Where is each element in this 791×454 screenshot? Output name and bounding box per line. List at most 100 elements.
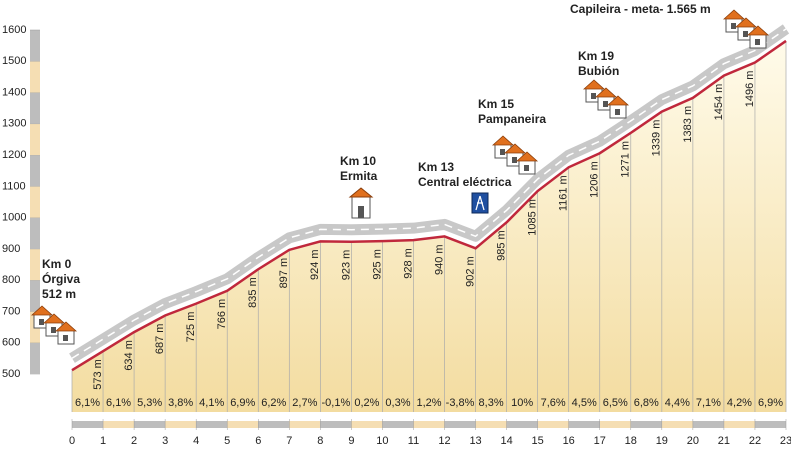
elevation-label: 928 m (402, 248, 414, 279)
y-tick-label: 800 (2, 274, 20, 286)
x-tick-label: 16 (563, 435, 575, 447)
y-tick-label: 1600 (2, 24, 26, 36)
house-roof (606, 95, 630, 106)
annotation-text: Km 0 (42, 257, 72, 271)
elevation-label: 902 m (464, 256, 476, 287)
y-tick-label: 1100 (2, 180, 26, 192)
house-roof (515, 151, 539, 162)
grade-label: 7,6% (541, 397, 566, 409)
y-axis-band (30, 155, 40, 187)
chapel-door (358, 206, 364, 218)
x-tick-label: 3 (162, 435, 168, 447)
annotation-text: Capileira - meta- 1.565 m (570, 2, 711, 16)
elevation-label: 923 m (340, 250, 352, 281)
y-tick-label: 1200 (2, 149, 26, 161)
y-axis-band (30, 280, 40, 312)
x-tick-label: 15 (532, 435, 544, 447)
house-window (500, 149, 505, 155)
elevation-label: 1271 m (620, 141, 632, 178)
annotation-text: Bubión (578, 64, 619, 78)
x-axis-band (165, 421, 197, 428)
x-axis-band (475, 421, 507, 428)
house-roof (54, 321, 78, 332)
x-tick-label: 17 (594, 435, 606, 447)
grade-label: 6,2% (261, 397, 286, 409)
house-window (524, 165, 529, 171)
grade-label: 7,1% (696, 397, 721, 409)
x-tick-label: 11 (408, 435, 419, 447)
y-axis-band (30, 61, 40, 93)
house-roof (503, 143, 527, 154)
house-window (512, 157, 517, 163)
grade-label: 4,4% (665, 397, 690, 409)
x-tick-label: 19 (656, 435, 668, 447)
x-tick-label: 13 (469, 435, 481, 447)
grade-label: 4,2% (727, 397, 752, 409)
house-window (39, 319, 44, 325)
y-axis-band (30, 123, 40, 156)
elevation-label: 940 m (433, 244, 445, 275)
x-axis-band (134, 421, 166, 428)
grade-label: 6,9% (758, 397, 783, 409)
elevation-label: 1085 m (527, 199, 539, 236)
x-tick-label: 23 (780, 435, 791, 447)
x-axis-band (289, 421, 321, 428)
x-axis-band (320, 421, 352, 428)
x-tick-label: 8 (317, 435, 323, 447)
y-tick-label: 900 (2, 243, 20, 255)
house-roof (582, 79, 606, 90)
x-axis-band (568, 421, 600, 428)
annotation-text: Km 10 (340, 154, 376, 168)
house-window (743, 31, 748, 37)
grade-label: 2,7% (292, 397, 317, 409)
elevation-label: 573 m (92, 359, 104, 390)
annotation-text: Km 13 (418, 160, 454, 174)
x-axis-band (227, 421, 259, 428)
x-axis-band (692, 421, 724, 428)
grade-label: 6,5% (603, 397, 628, 409)
grade-label: 6,9% (230, 397, 255, 409)
village-icon (722, 9, 770, 49)
x-axis-band (599, 421, 631, 428)
elevation-label: 835 m (247, 277, 259, 308)
x-axis-band (413, 421, 445, 428)
elevation-label: 766 m (216, 299, 228, 330)
house-roof (746, 25, 770, 36)
elevation-label: 1206 m (589, 161, 601, 198)
annotation-text: Km 15 (478, 97, 514, 111)
x-tick-label: 0 (69, 435, 75, 447)
annotation-text: Órgiva (42, 271, 80, 286)
annotation-text: Ermita (340, 169, 378, 183)
grade-label: 6,1% (75, 397, 100, 409)
elevation-label: 725 m (185, 312, 197, 343)
house-window (63, 335, 68, 341)
x-tick-label: 14 (500, 435, 512, 447)
x-tick-label: 1 (100, 435, 106, 447)
x-tick-label: 10 (376, 435, 388, 447)
y-axis-band (30, 30, 40, 62)
elevation-line (71, 39, 787, 372)
y-axis-band (30, 186, 40, 218)
x-tick-label: 6 (255, 435, 261, 447)
x-axis-band (258, 421, 290, 428)
y-tick-label: 500 (2, 368, 20, 380)
y-tick-label: 1000 (2, 212, 26, 224)
house-roof (42, 313, 66, 324)
grade-label: 5,3% (137, 397, 162, 409)
village-icon (491, 135, 539, 175)
elevation-label: 1454 m (713, 84, 725, 121)
elevation-label: 1339 m (651, 120, 663, 157)
x-axis-band (506, 421, 538, 428)
x-tick-label: 4 (193, 435, 199, 447)
annotation-text: Km 19 (578, 49, 614, 63)
x-tick-label: 9 (348, 435, 354, 447)
sign-tower (475, 195, 485, 211)
house-roof (491, 135, 515, 146)
x-tick-label: 18 (625, 435, 637, 447)
elevation-label: 634 m (123, 340, 135, 371)
grade-label: 4,5% (572, 397, 597, 409)
house-window (615, 109, 620, 115)
elevation-label: 1383 m (682, 106, 694, 143)
x-tick-label: 22 (749, 435, 761, 447)
x-tick-label: 12 (438, 435, 450, 447)
